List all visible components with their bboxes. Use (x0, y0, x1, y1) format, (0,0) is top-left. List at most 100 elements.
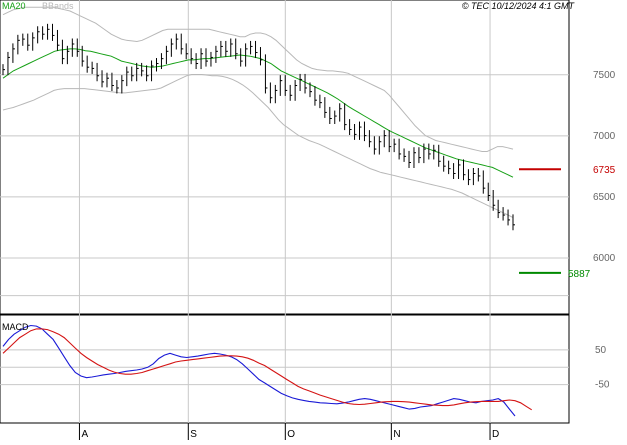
month-label: S (190, 429, 197, 440)
price-bar (274, 84, 278, 104)
price-bar (66, 45, 70, 65)
price-bar (225, 40, 228, 57)
price-bar (32, 32, 35, 51)
price-bar (294, 80, 298, 101)
price-bar (487, 182, 491, 201)
macd-lines (2, 324, 532, 417)
ma20-polyline (2, 48, 514, 178)
price-bar (185, 43, 189, 60)
price-bar (314, 86, 317, 106)
month-label: O (287, 429, 295, 440)
price-bar (423, 143, 426, 164)
price-bar (462, 159, 466, 181)
price-bars (2, 23, 515, 231)
price-bar (151, 60, 154, 82)
price-bar (448, 160, 451, 175)
price-bar (393, 138, 397, 153)
price-tick-label: 7500 (593, 70, 616, 81)
price-bar (373, 136, 377, 155)
price-bar (136, 62, 139, 82)
price-bar (413, 147, 416, 168)
price-bar (259, 47, 263, 66)
price-tick-label: 6000 (593, 253, 616, 264)
price-bar (284, 75, 288, 96)
price-bar (299, 73, 303, 92)
price-bar (71, 38, 75, 57)
price-bar (418, 147, 421, 164)
price-bar (512, 214, 515, 231)
support-level-label: 5887 (568, 269, 591, 280)
price-bar (477, 167, 481, 182)
price-bar (220, 40, 223, 57)
price-bar (428, 143, 431, 160)
ma20-line (2, 48, 514, 178)
price-bar (155, 58, 159, 72)
price-bar (289, 84, 293, 101)
price-bar (200, 48, 204, 70)
price-bar (354, 124, 357, 140)
price-bar (101, 70, 105, 88)
signal-series-line (2, 328, 532, 411)
price-bar (472, 167, 476, 186)
price-bar (86, 55, 90, 73)
price-bar (81, 45, 85, 67)
price-bar (131, 66, 134, 82)
price-bar (309, 82, 312, 98)
price-bar (443, 155, 446, 172)
price-bar (339, 103, 342, 122)
price-bar (433, 144, 436, 160)
price-bar (235, 38, 238, 60)
price-bar (7, 51, 10, 76)
price-bar (359, 121, 362, 140)
price-bar (12, 43, 15, 63)
price-bar (507, 209, 511, 226)
macd-tick-label: -50 (595, 380, 610, 391)
price-bar (22, 33, 25, 46)
price-bar (398, 138, 402, 160)
price-bar (344, 103, 347, 131)
price-bar (230, 38, 233, 57)
price-bar (324, 97, 327, 118)
price-bar (438, 144, 441, 167)
price-bar (205, 48, 209, 67)
price-bar (56, 29, 60, 51)
price-bar (27, 33, 30, 51)
price-panel-frame (0, 0, 570, 315)
price-bar (245, 43, 248, 67)
price-bar (91, 61, 95, 74)
bbands-legend-label: BBands (42, 1, 74, 11)
price-bar (334, 110, 337, 125)
price-bar (269, 82, 273, 104)
price-bar (255, 40, 258, 59)
price-bar (482, 170, 486, 194)
price-bar (121, 75, 124, 94)
price-bar (47, 23, 50, 40)
macd-panel-frame (0, 314, 570, 424)
price-bar (458, 159, 461, 179)
price-levels: 6735 5887 (519, 165, 616, 280)
price-bar (195, 53, 199, 70)
price-bar (497, 199, 501, 219)
price-bar (388, 130, 392, 153)
price-bar (146, 65, 149, 82)
price-bar (378, 136, 382, 155)
price-bar (180, 33, 184, 55)
price-tick-label: 7000 (593, 131, 616, 142)
price-bar (279, 75, 283, 96)
price-bar (106, 72, 109, 88)
price-bar (492, 189, 496, 211)
price-bar (210, 51, 213, 67)
price-bar (42, 26, 45, 40)
price-bar (37, 26, 40, 44)
price-bar (96, 62, 100, 82)
price-bar (190, 48, 194, 65)
copyright-text: © TEC 10/12/2024 4:1 GMT (462, 1, 576, 11)
price-bar (502, 207, 506, 221)
price-bar (363, 121, 367, 142)
price-bar (170, 38, 174, 57)
price-bar (383, 130, 387, 148)
price-bar (76, 38, 80, 57)
